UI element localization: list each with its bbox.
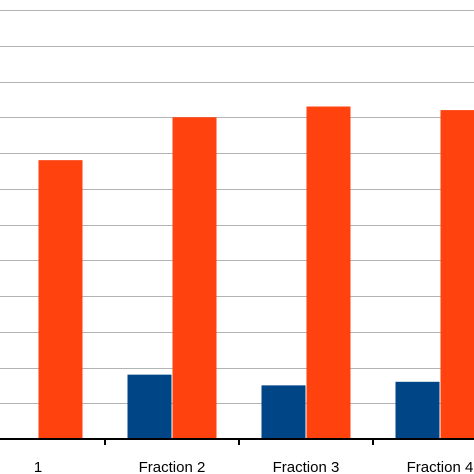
bars — [38, 106, 474, 440]
x-tick-label: Fraction 3 — [273, 459, 340, 474]
bar-series-1-category-2 — [127, 374, 172, 439]
bar-series-1-category-4 — [395, 381, 440, 439]
bar-series-2-category-2 — [172, 117, 217, 439]
x-tick-label: Fraction 2 — [139, 459, 206, 474]
bar-series-2-category-3 — [306, 106, 351, 440]
bar-series-1-category-3 — [261, 385, 306, 439]
bar-series-2-category-1 — [38, 160, 83, 439]
x-axis-ticks — [104, 439, 374, 445]
x-tick-label: 1 — [34, 459, 42, 474]
x-tick-label: Fraction 4 — [407, 459, 474, 474]
bar-series-2-category-4 — [440, 110, 474, 439]
